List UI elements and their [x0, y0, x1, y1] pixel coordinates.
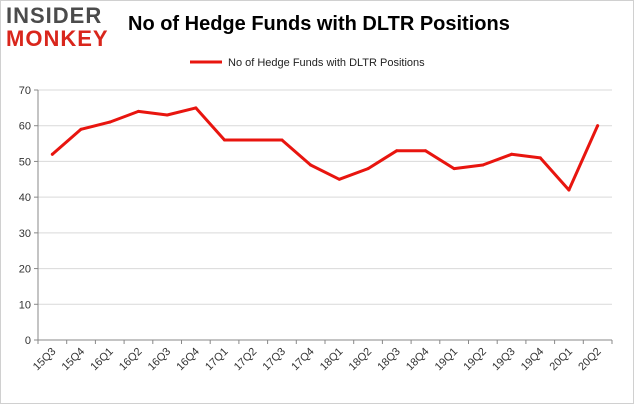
data-point — [194, 106, 198, 110]
x-tick-label: 18Q4 — [404, 346, 432, 374]
x-tick-label: 17Q1 — [203, 346, 231, 374]
logo-line-1: INSIDER — [6, 3, 103, 28]
x-tick-label: 19Q3 — [490, 346, 518, 374]
x-tick-label: 19Q2 — [461, 346, 489, 374]
data-point — [395, 149, 399, 153]
data-point — [510, 152, 514, 156]
x-tick-label: 16Q4 — [174, 346, 202, 374]
data-point — [251, 138, 255, 142]
data-point — [79, 127, 83, 131]
x-tick-label: 20Q2 — [576, 346, 604, 374]
y-axis-ticks: 0 10 20 30 40 50 60 70 — [19, 85, 38, 347]
series-group — [50, 106, 600, 192]
data-point — [309, 163, 313, 167]
x-tick-label: 18Q1 — [318, 346, 346, 374]
y-tick-label: 40 — [19, 192, 31, 204]
x-tick-label: 16Q1 — [88, 346, 116, 374]
x-tick-label: 17Q4 — [289, 346, 317, 374]
data-point — [108, 120, 112, 124]
data-point — [423, 149, 427, 153]
data-point — [538, 156, 542, 160]
y-tick-label: 50 — [19, 156, 31, 168]
x-axis-ticks: 15Q3 15Q4 16Q1 16Q2 16Q3 16Q4 17Q1 17Q2 17Q3 17Q4… — [31, 340, 613, 374]
data-point — [280, 138, 284, 142]
data-point — [337, 177, 341, 181]
x-tick-label: 15Q4 — [60, 346, 88, 374]
x-tick-label: 17Q3 — [261, 346, 289, 374]
x-tick-label: 19Q4 — [519, 346, 547, 374]
chart-title: No of Hedge Funds with DLTR Positions — [128, 13, 510, 35]
logo-line-2: MONKEY — [6, 26, 109, 51]
x-tick-label: 16Q3 — [146, 346, 174, 374]
x-tick-label: 19Q1 — [433, 346, 461, 374]
grid-lines — [38, 89, 612, 305]
legend-label: No of Hedge Funds with DLTR Positions — [228, 57, 425, 69]
y-tick-label: 70 — [19, 85, 31, 97]
axes — [37, 90, 612, 341]
y-tick-label: 0 — [25, 335, 31, 347]
data-point — [366, 167, 370, 171]
x-tick-label: 18Q3 — [375, 346, 403, 374]
data-point — [136, 109, 140, 113]
data-point — [50, 152, 54, 156]
y-tick-label: 10 — [19, 299, 31, 311]
data-point — [567, 188, 571, 192]
y-tick-label: 30 — [19, 228, 31, 240]
x-tick-label: 17Q2 — [232, 346, 260, 374]
x-tick-label: 18Q2 — [347, 346, 375, 374]
x-tick-label: 15Q3 — [31, 346, 59, 374]
data-point — [596, 124, 600, 128]
insider-monkey-logo: INSIDER MONKEY — [6, 4, 116, 50]
legend: No of Hedge Funds with DLTR Positions — [190, 57, 425, 69]
data-point — [223, 138, 227, 142]
x-tick-label: 20Q1 — [548, 346, 576, 374]
y-tick-label: 20 — [19, 264, 31, 276]
data-point — [481, 163, 485, 167]
y-tick-label: 60 — [19, 121, 31, 133]
data-point — [452, 167, 456, 171]
data-point — [165, 113, 169, 117]
series-line — [50, 106, 600, 192]
x-tick-label: 16Q2 — [117, 346, 145, 374]
